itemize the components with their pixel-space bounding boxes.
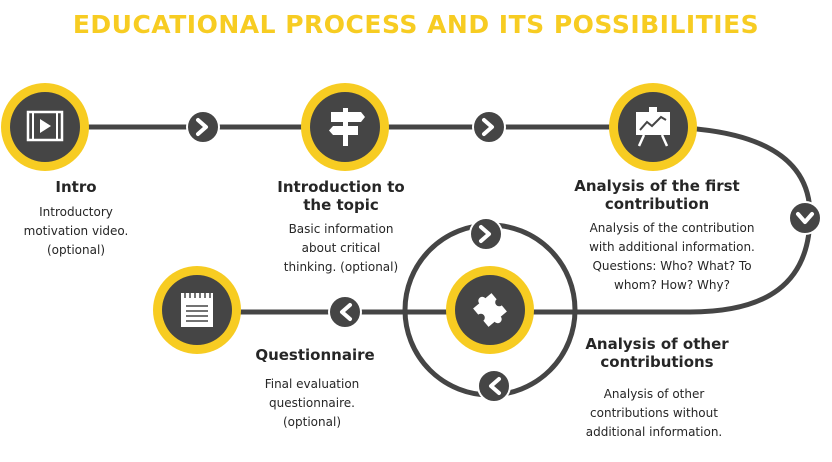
- chevron-left-icon: [477, 369, 511, 403]
- step-heading-questionnaire: Questionnaire: [255, 346, 375, 364]
- chevron-down-icon: [788, 201, 822, 235]
- chevron-right-icon: [472, 110, 506, 144]
- chevron-left-icon: [328, 295, 362, 329]
- step-heading-other-contributions: Analysis of other contributions: [585, 335, 729, 371]
- chevron-right-icon: [186, 110, 220, 144]
- step-heading-first-contribution: Analysis of the first contribution: [574, 177, 740, 213]
- step-heading-intro: Intro: [55, 178, 97, 196]
- step-description-introduction: Basic information about critical thinkin…: [283, 222, 399, 274]
- step-description-questionnaire: Final evaluation questionnaire. (optiona…: [264, 377, 360, 429]
- step-heading-introduction: Introduction to the topic: [277, 178, 405, 214]
- step-description-intro: Introductory motivation video. (optional…: [23, 205, 129, 257]
- video-play-icon: [26, 110, 64, 142]
- signpost-icon: [329, 108, 365, 146]
- chevron-right-icon: [469, 217, 503, 251]
- presentation-chart-icon: [636, 107, 670, 147]
- puzzle-piece-icon: [473, 293, 507, 327]
- step-description-first-contribution: Analysis of the contribution with additi…: [589, 221, 755, 292]
- diagram-title: EDUCATIONAL PROCESS AND ITS POSSIBILITIE…: [72, 10, 760, 39]
- step-description-other-contributions: Analysis of other contributions without …: [585, 387, 723, 439]
- notepad-icon: [181, 293, 213, 327]
